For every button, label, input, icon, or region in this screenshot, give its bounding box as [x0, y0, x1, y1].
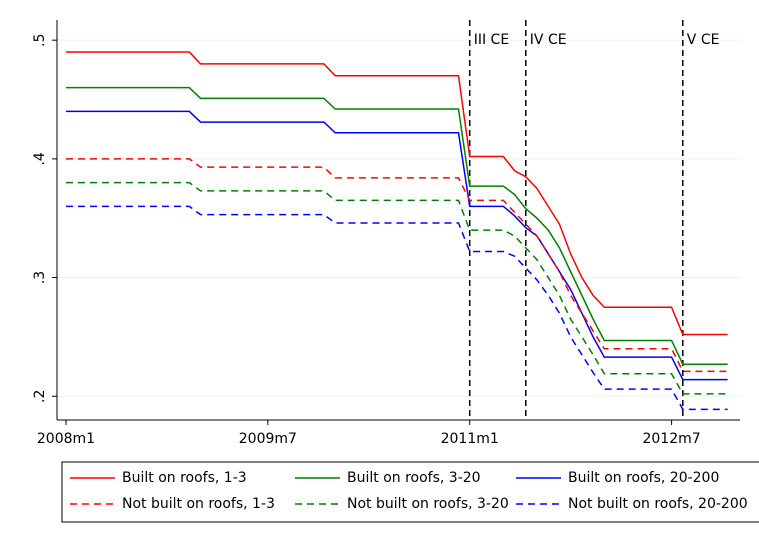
y-tick-label: .5	[32, 33, 48, 46]
legend-label: Built on roofs, 1-3	[122, 470, 247, 486]
legend-box	[61, 461, 759, 523]
series-line	[65, 205, 728, 411]
series-line	[65, 86, 728, 365]
x-tick-label: 2008m1	[37, 431, 95, 447]
series-line	[65, 51, 728, 336]
series-line	[65, 181, 728, 395]
legend-label: Built on roofs, 3-20	[347, 470, 481, 486]
event-label: V CE	[687, 32, 720, 48]
legend-label: Not built on roofs, 1-3	[122, 496, 275, 512]
y-tick-label: .2	[32, 390, 48, 403]
x-tick-label: 2012m7	[642, 431, 700, 447]
legend-label: Not built on roofs, 20-200	[568, 496, 748, 512]
y-tick-label: .4	[32, 152, 48, 165]
legend-label: Not built on roofs, 3-20	[347, 496, 509, 512]
event-label: III CE	[474, 32, 509, 48]
y-tick-label: .3	[32, 271, 48, 284]
event-label: IV CE	[530, 32, 567, 48]
legend-label: Built on roofs, 20-200	[568, 470, 719, 486]
series-line	[65, 110, 728, 381]
x-tick-label: 2011m1	[441, 431, 499, 447]
x-tick-label: 2009m7	[239, 431, 297, 447]
